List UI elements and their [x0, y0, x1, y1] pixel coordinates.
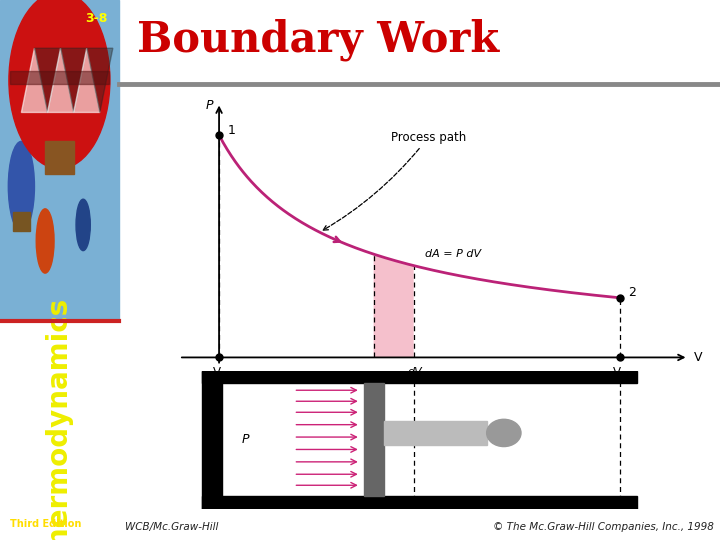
Text: © The Mc.Graw-Hill Companies, Inc., 1998: © The Mc.Graw-Hill Companies, Inc., 1998 — [493, 522, 714, 532]
Ellipse shape — [9, 0, 110, 168]
Ellipse shape — [76, 199, 90, 251]
Text: WCB/Mc.Graw-Hill: WCB/Mc.Graw-Hill — [125, 522, 218, 532]
Text: V₂: V₂ — [613, 367, 626, 380]
Text: Boles: Boles — [14, 348, 42, 358]
Text: Çengel: Çengel — [14, 334, 50, 345]
Text: V: V — [694, 351, 703, 364]
Text: dV: dV — [408, 367, 423, 377]
Polygon shape — [22, 48, 48, 112]
Text: 2: 2 — [629, 286, 636, 300]
Text: 3-8: 3-8 — [86, 12, 108, 25]
Text: Boundary Work: Boundary Work — [137, 19, 499, 62]
Bar — [364, 383, 384, 496]
Text: Third Edition: Third Edition — [9, 518, 81, 529]
Bar — [45, 141, 73, 173]
Text: dA = P dV: dA = P dV — [425, 249, 481, 259]
Polygon shape — [73, 48, 100, 112]
Bar — [202, 496, 637, 509]
Polygon shape — [9, 71, 109, 84]
Bar — [13, 212, 30, 231]
Polygon shape — [48, 48, 73, 112]
Bar — [202, 371, 222, 509]
Ellipse shape — [487, 419, 521, 447]
Text: 1: 1 — [228, 124, 235, 137]
Polygon shape — [60, 48, 86, 112]
Polygon shape — [35, 48, 60, 112]
Bar — [384, 421, 487, 446]
Text: P: P — [206, 99, 213, 112]
Text: P: P — [242, 433, 249, 447]
Ellipse shape — [9, 141, 35, 231]
Polygon shape — [86, 48, 113, 112]
Bar — [202, 371, 637, 383]
Polygon shape — [374, 254, 414, 357]
Ellipse shape — [36, 209, 54, 273]
Text: V₁: V₁ — [212, 367, 225, 380]
Text: Thermodynamics: Thermodynamics — [45, 298, 73, 540]
Text: Process path: Process path — [323, 131, 466, 230]
